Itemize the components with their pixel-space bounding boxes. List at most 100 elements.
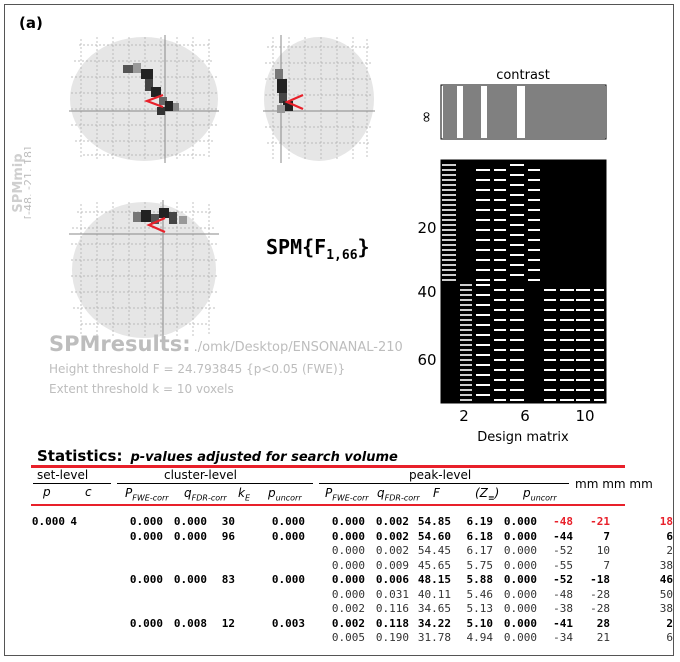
cell-f: 40.11 (417, 587, 451, 601)
cell-y: -18 (590, 573, 610, 586)
extent-threshold: Extent threshold k = 10 voxels (49, 382, 234, 396)
design-matrix-cell (544, 389, 556, 391)
design-matrix-cell (560, 329, 574, 331)
cell-x: -44 (553, 529, 573, 543)
design-matrix-cell (494, 239, 506, 241)
design-matrix-cell (460, 284, 472, 286)
design-matrix-cell (460, 399, 472, 401)
cell-zz: 38 (659, 602, 673, 615)
design-matrix-cell (528, 189, 540, 191)
glass-brain-coronal[interactable] (263, 35, 375, 163)
design-matrix-cell (576, 359, 590, 361)
col-set-p: p (43, 485, 51, 499)
glass-brain-axial[interactable] (69, 200, 219, 340)
table-row[interactable]: 0.000 4 0.000 0.000 30 0.000 0.000 0.002 54.85 6.… (5, 515, 673, 529)
design-matrix-cell (476, 249, 490, 251)
design-matrix-cell (510, 389, 524, 391)
design-matrix-cell (442, 229, 456, 231)
cell-p-fwe: 0.005 (331, 631, 365, 644)
design-matrix-cell (594, 299, 604, 301)
results-path: ./omk/Desktop/ENSONANAL-210 (193, 340, 403, 355)
cell-p-fdr: 0.006 (375, 573, 409, 586)
design-matrix-cell (460, 304, 472, 306)
design-matrix-cell (476, 374, 490, 376)
cell-zz: 50 (659, 587, 673, 601)
cell-c-fwe: 0.000 (129, 573, 163, 586)
design-matrix-cell (544, 319, 556, 321)
set-level-header: set-level (37, 468, 89, 482)
design-matrix-cell (460, 374, 472, 376)
table-row[interactable]: 0.000 0.031 40.11 5.46 0.000 -48 -28 50 (5, 587, 673, 602)
cell-c-fdr: 0.008 (173, 616, 207, 630)
table-row[interactable]: 0.002 0.116 34.65 5.13 0.000 -38 -28 38 (5, 602, 673, 616)
cell-ke: 30 (221, 515, 235, 528)
f-prefix: SPM{F (266, 235, 327, 259)
design-matrix-cell (510, 254, 524, 256)
design-matrix-cell (510, 264, 524, 266)
design-matrix-cell (494, 349, 506, 351)
design-matrix-cell (544, 369, 556, 371)
design-matrix-cell (560, 389, 574, 391)
cluster-level-header: cluster-level (164, 468, 237, 482)
design-matrix-cell (460, 344, 472, 346)
table-row[interactable]: 0.000 0.009 45.65 5.75 0.000 -55 7 38 (5, 558, 673, 573)
design-matrix-cell (460, 339, 472, 341)
cell-p-fdr: 0.190 (375, 631, 409, 644)
design-matrix-cell (576, 289, 590, 291)
design-matrix-cell (494, 189, 506, 191)
table-row[interactable]: 0.005 0.190 31.78 4.94 0.000 -34 21 6 (5, 631, 673, 645)
cell-c-unc: 0.000 (271, 529, 305, 543)
design-matrix-cell (494, 299, 506, 301)
cell-f: 31.78 (417, 631, 451, 644)
cell-z: 6.17 (466, 544, 494, 557)
design-matrix-cell (476, 169, 490, 171)
table-row[interactable]: 0.000 0.000 83 0.000 0.000 0.006 48.15 5.88 0.00… (5, 573, 673, 587)
design-matrix-cell (560, 289, 574, 291)
design-matrix-cell (560, 379, 574, 381)
col-cluster-unc: puncorr (268, 486, 302, 503)
cell-zz: 38 (659, 558, 673, 572)
table-row[interactable]: 0.000 0.002 54.45 6.17 0.000 -52 10 2 (5, 544, 673, 558)
cell-c-unc: 0.000 (271, 573, 305, 586)
design-matrix-cell (560, 319, 574, 321)
design-matrix-cell (544, 359, 556, 361)
cell-c-unc: 0.003 (271, 616, 305, 630)
cell-p-unc: 0.000 (503, 616, 537, 630)
glass-brain-sagittal[interactable] (69, 35, 219, 163)
cell-p-unc: 0.000 (503, 529, 537, 543)
design-matrix-cell (510, 204, 524, 206)
contrast-bar-2 (487, 86, 517, 138)
design-matrix-cell (442, 224, 456, 226)
cell-y: 7 (603, 558, 610, 572)
design-matrix-cell (510, 349, 524, 351)
cell-ke: 83 (221, 573, 235, 586)
design-matrix-cell (494, 219, 506, 221)
cell-f: 54.85 (417, 515, 451, 528)
design-matrix-cell (576, 299, 590, 301)
f-statistic-label: SPM{F1,66} (266, 235, 370, 263)
design-matrix-cell (494, 319, 506, 321)
design-matrix-cell (460, 324, 472, 326)
design-matrix-cell (576, 339, 590, 341)
spm-mip-text: SPMmip (11, 153, 26, 212)
design-matrix-cell (510, 244, 524, 246)
contrast-bar-0 (443, 86, 457, 138)
contrast-bar-3 (525, 86, 537, 138)
table-row[interactable]: 0.000 0.008 12 0.003 0.002 0.118 34.22 5.10 0.00… (5, 616, 673, 631)
design-matrix-cell (494, 279, 506, 281)
design-matrix-cell (576, 309, 590, 311)
design-matrix-cell (442, 174, 456, 176)
cell-z: 5.46 (466, 587, 494, 601)
design-matrix-cell (460, 289, 472, 291)
design-matrix-cell (494, 309, 506, 311)
design-matrix-cell (560, 369, 574, 371)
design-matrix-cell (510, 339, 524, 341)
cell-p-fdr: 0.002 (375, 544, 409, 557)
design-matrix-cell (510, 194, 524, 196)
table-row[interactable]: 0.000 0.000 96 0.000 0.000 0.002 54.60 6.18 0.00… (5, 529, 673, 544)
design-matrix-cell (510, 174, 524, 176)
xtick-6: 6 (520, 407, 530, 425)
design-matrix-cell (476, 314, 490, 316)
infinity-label: ∞ (417, 111, 435, 124)
cell-c-fdr: 0.000 (173, 573, 207, 586)
